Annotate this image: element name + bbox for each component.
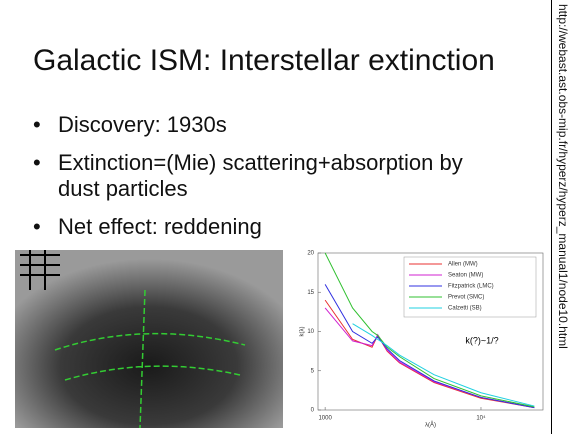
y-tick-label: 20 bbox=[307, 251, 314, 257]
annotation: k(?)~1/? bbox=[465, 335, 498, 345]
bullet: Discovery: 1930s bbox=[33, 112, 508, 138]
x-tick-label: 1000 bbox=[318, 416, 332, 422]
legend-label: Prevot (SMC) bbox=[448, 295, 484, 301]
x-tick-label: 10⁴ bbox=[476, 415, 486, 422]
y-axis-label: k(λ) bbox=[300, 327, 306, 337]
y-tick-label: 15 bbox=[307, 290, 314, 296]
y-tick-label: 10 bbox=[307, 329, 314, 335]
source-url: http://webast.ast.obs-mip.fr/hyperz/hype… bbox=[556, 4, 570, 349]
bullet: Extinction=(Mie) scattering+absorption b… bbox=[33, 150, 508, 202]
divider bbox=[551, 0, 552, 434]
bullet-list: Discovery: 1930s Extinction=(Mie) scatte… bbox=[33, 112, 513, 252]
nebula-photo bbox=[15, 250, 283, 428]
legend-label: Fitzpatrick (LMC) bbox=[448, 284, 494, 290]
legend-label: Calzetti (SB) bbox=[448, 306, 482, 312]
slide-title: Galactic ISM: Interstellar extinction bbox=[33, 44, 495, 78]
bullet: Net effect: reddening bbox=[33, 214, 508, 240]
x-axis-label: λ(Å) bbox=[425, 422, 436, 429]
slide: Galactic ISM: Interstellar extinction Di… bbox=[0, 0, 575, 434]
legend-label: Seaton (MW) bbox=[448, 273, 483, 279]
legend-label: Allen (MW) bbox=[448, 262, 478, 268]
